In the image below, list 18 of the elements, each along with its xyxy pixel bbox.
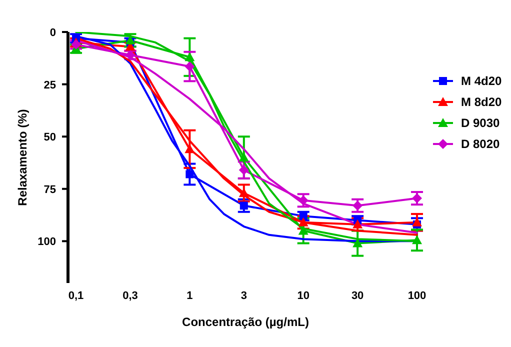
x-tick-label: 0,3: [122, 290, 138, 302]
legend-label: D 9030: [461, 116, 500, 130]
y-tick-label: 0: [50, 27, 56, 39]
y-tick-label: 50: [44, 132, 56, 144]
y-tick-label: 100: [38, 236, 56, 248]
x-tick-label: 100: [408, 290, 426, 302]
legend-label: D 8020: [461, 136, 500, 150]
legend-label: M 4d20: [461, 74, 502, 88]
y-tick-label: 75: [44, 184, 56, 196]
y-tick-label: 25: [44, 79, 56, 92]
x-axis-title: Concentração (µg/mL): [182, 315, 309, 329]
x-tick-label: 1: [186, 290, 193, 302]
x-tick-label: 3: [240, 290, 247, 302]
y-axis-title: Relaxamento (%): [15, 109, 30, 206]
x-tick-label: 30: [351, 290, 364, 302]
legend-label: M 8d20: [461, 94, 502, 108]
x-tick-label: 10: [297, 290, 310, 302]
x-tick-label: 0,1: [68, 290, 84, 302]
